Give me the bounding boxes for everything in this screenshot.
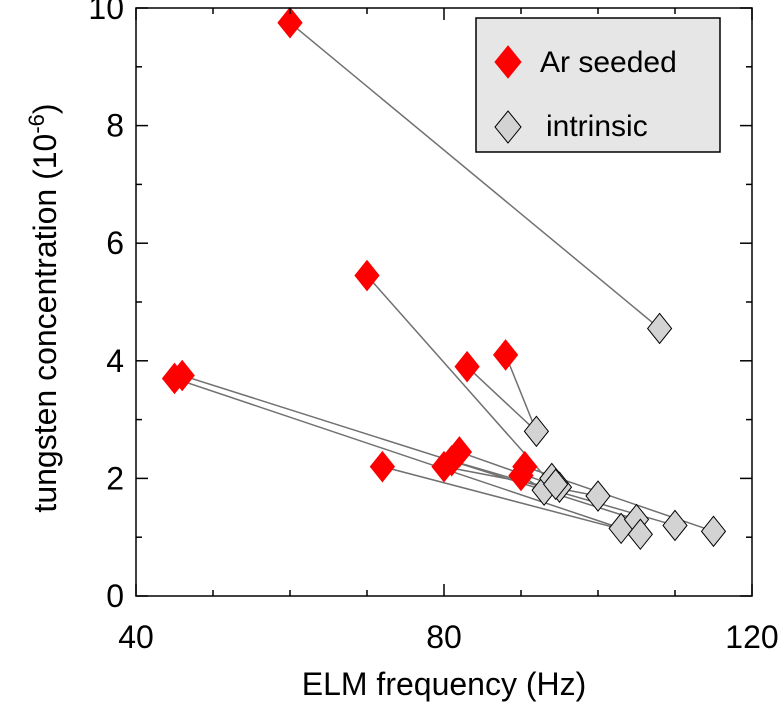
legend-marker-intrinsic	[494, 110, 522, 144]
y-axis-title: tungsten concentration (10-6)	[24, 103, 63, 512]
axis-ticks	[135, 7, 753, 597]
connector-line-1	[366, 275, 553, 485]
legend-label-ar-seeded: Ar seeded	[540, 46, 677, 79]
intrinsic-point-8	[627, 518, 653, 551]
y-tick-label-0: 0	[106, 578, 124, 614]
intrinsic-point-5	[585, 480, 611, 512]
intrinsic-point-10	[700, 515, 727, 548]
ar-seeded-point-5	[169, 359, 195, 392]
intrinsic-point-0	[646, 312, 673, 345]
y-axis-title-close: )	[27, 103, 63, 114]
intrinsic-point-9	[662, 509, 688, 542]
legend: Ar seeded intrinsic	[475, 17, 721, 153]
connector-line-0	[289, 22, 661, 330]
connector-line-3	[504, 354, 538, 432]
ar-seeded-point-3	[492, 339, 519, 371]
ar-seeded-point-11	[512, 450, 538, 483]
connector-line-6	[382, 465, 641, 535]
ar-seeded-point-1	[354, 259, 380, 292]
y-tick-label-4: 4	[106, 343, 124, 379]
ar-seeded-point-6	[369, 450, 396, 483]
y-tick-label-8: 8	[106, 108, 124, 144]
tick-labels: 40 80 120 0 2 4 6 8 10	[88, 0, 778, 655]
x-axis-title: ELM frequency (Hz)	[302, 666, 587, 702]
ar-seeded-point-9	[446, 436, 473, 468]
connector-line-4	[174, 377, 622, 530]
x-tick-label-120: 120	[725, 619, 778, 655]
legend-label-intrinsic: intrinsic	[546, 110, 648, 143]
ar-seeded-point-2	[454, 350, 480, 383]
y-tick-label-10: 10	[88, 0, 124, 26]
intrinsic-point-11	[543, 468, 569, 501]
y-tick-label-2: 2	[106, 460, 124, 496]
legend-marker-ar-seeded	[494, 45, 522, 79]
x-tick-label-40: 40	[118, 619, 154, 655]
connector-line-2	[466, 366, 537, 432]
y-axis-title-exponent: -6	[24, 114, 49, 134]
intrinsic-point-1	[523, 415, 550, 448]
y-tick-label-6: 6	[106, 225, 124, 261]
connector-line-5	[181, 374, 637, 521]
x-tick-label-80: 80	[426, 619, 462, 655]
y-axis-title-main: tungsten concentration (10	[27, 134, 63, 513]
ar-seeded-point-0	[277, 6, 303, 39]
data-markers	[161, 6, 727, 551]
